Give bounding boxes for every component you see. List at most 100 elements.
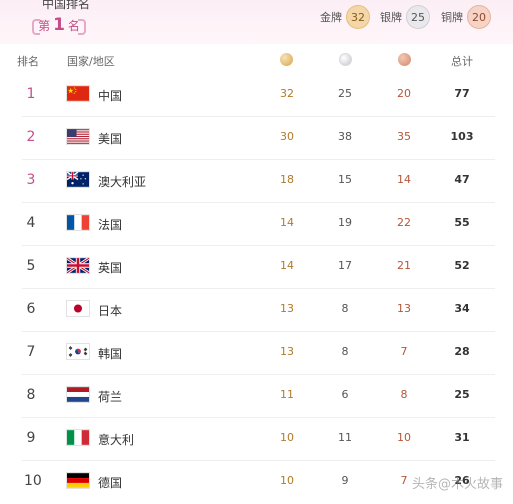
country-name: 意大利	[98, 433, 135, 447]
rank-cell: 7	[26, 344, 36, 360]
gold-medal-icon	[280, 53, 293, 66]
header-country: 国家/地区	[67, 55, 115, 68]
total-cell: 55	[454, 216, 470, 229]
country-name: 法国	[98, 218, 123, 232]
table-row[interactable]: 9 意大利 10 11 10 31	[0, 418, 513, 461]
bronze-cell: 21	[397, 259, 411, 272]
table-row[interactable]: 3 澳大利亚 18 15 14 47	[0, 160, 513, 203]
row-divider	[22, 159, 495, 160]
total-cell: 31	[454, 431, 470, 444]
rank-badge: 第 1 名	[32, 15, 86, 35]
table-row[interactable]: 1 中国 32 25 20 77	[0, 74, 513, 117]
country-name: 中国	[98, 89, 123, 103]
silver-cell: 9	[341, 474, 349, 487]
rank-cell: 5	[26, 258, 36, 274]
usa-flag-icon	[67, 129, 89, 144]
country-name: 美国	[98, 132, 123, 146]
country-name: 澳大利亚	[98, 175, 147, 189]
row-divider	[22, 417, 495, 418]
table-row[interactable]: 2 美国 30 38 35 103	[0, 117, 513, 160]
bronze-medal-icon	[398, 53, 411, 66]
table-row[interactable]: 8 荷兰 11 6 8 25	[0, 375, 513, 418]
row-divider	[22, 288, 495, 289]
rank-cell: 4	[26, 215, 36, 231]
country-name: 德国	[98, 476, 123, 490]
silver-cell: 25	[338, 87, 352, 100]
uk-flag-icon	[67, 258, 89, 273]
total-cell: 47	[454, 173, 470, 186]
medal-table: 排名 国家/地区 总计 1 中国 32 25 20 77 2 美国 30 38 …	[0, 44, 513, 490]
bronze-cell: 14	[397, 173, 411, 186]
silver-label: 银牌	[380, 11, 402, 24]
silver-cell: 15	[338, 173, 352, 186]
page-title: 中国排名	[42, 0, 91, 11]
gold-cell: 10	[280, 474, 294, 487]
total-cell: 28	[454, 345, 470, 358]
silver-cell: 38	[338, 130, 352, 143]
country-name: 英国	[98, 261, 123, 275]
row-divider	[22, 245, 495, 246]
bronze-summary: 铜牌 20	[441, 5, 491, 29]
bronze-cell: 7	[400, 345, 408, 358]
bronze-cell: 22	[397, 216, 411, 229]
total-cell: 34	[454, 302, 470, 315]
gold-cell: 13	[280, 302, 294, 315]
gold-cell: 18	[280, 173, 294, 186]
gold-cell: 11	[280, 388, 294, 401]
netherlands-flag-icon	[67, 387, 89, 402]
gold-count-badge: 32	[346, 5, 370, 29]
france-flag-icon	[67, 215, 89, 230]
rank-prefix: 第	[38, 18, 51, 33]
germany-flag-icon	[67, 473, 89, 488]
bronze-label: 铜牌	[441, 11, 463, 24]
gold-cell: 10	[280, 431, 294, 444]
japan-flag-icon	[67, 301, 89, 316]
gold-cell: 13	[280, 345, 294, 358]
silver-summary: 银牌 25	[380, 5, 430, 29]
rank-cell: 8	[26, 387, 36, 403]
row-divider	[22, 460, 495, 461]
rank-cell: 6	[26, 301, 36, 317]
table-row[interactable]: 4 法国 14 19 22 55	[0, 203, 513, 246]
header-rank: 排名	[17, 55, 39, 68]
country-name: 日本	[98, 304, 123, 318]
gold-label: 金牌	[320, 11, 342, 24]
watermark-text: 头条@木火故事	[411, 477, 503, 492]
row-divider	[22, 202, 495, 203]
header-banner: 中国排名 第 1 名 金牌 32 银牌 25 铜牌 20	[0, 0, 513, 44]
korea-flag-icon	[67, 344, 89, 359]
rank-suffix: 名	[67, 18, 80, 33]
row-divider	[22, 374, 495, 375]
table-header: 排名 国家/地区 总计	[0, 44, 513, 74]
gold-summary: 金牌 32	[320, 5, 370, 29]
total-cell: 26	[454, 474, 470, 487]
table-row[interactable]: 10 德国 10 9 7 26	[0, 461, 513, 504]
bronze-cell: 20	[397, 87, 411, 100]
table-row[interactable]: 7 韩国 13 8 7 28	[0, 332, 513, 375]
italy-flag-icon	[67, 430, 89, 445]
table-row[interactable]: 5 英国 14 17 21 52	[0, 246, 513, 289]
gold-cell: 14	[280, 259, 294, 272]
rank-bracket-right	[78, 19, 86, 35]
bronze-count-badge: 20	[467, 5, 491, 29]
australia-flag-icon	[67, 172, 89, 187]
table-row[interactable]: 6 日本 13 8 13 34	[0, 289, 513, 332]
rank-cell: 2	[26, 129, 36, 145]
rank-cell: 10	[24, 473, 42, 489]
rank-bracket-left	[32, 19, 40, 35]
rank-cell: 3	[26, 172, 36, 188]
total-cell: 103	[450, 130, 474, 143]
total-cell: 25	[454, 388, 470, 401]
silver-cell: 6	[341, 388, 349, 401]
gold-cell: 30	[280, 130, 294, 143]
row-divider	[22, 331, 495, 332]
bronze-cell: 8	[400, 388, 408, 401]
rank-cell: 1	[26, 86, 36, 102]
gold-cell: 32	[280, 87, 294, 100]
silver-count-badge: 25	[406, 5, 430, 29]
total-cell: 77	[454, 87, 470, 100]
china-flag-icon	[67, 86, 89, 101]
row-divider	[22, 116, 495, 117]
silver-cell: 19	[338, 216, 352, 229]
bronze-cell: 7	[400, 474, 408, 487]
